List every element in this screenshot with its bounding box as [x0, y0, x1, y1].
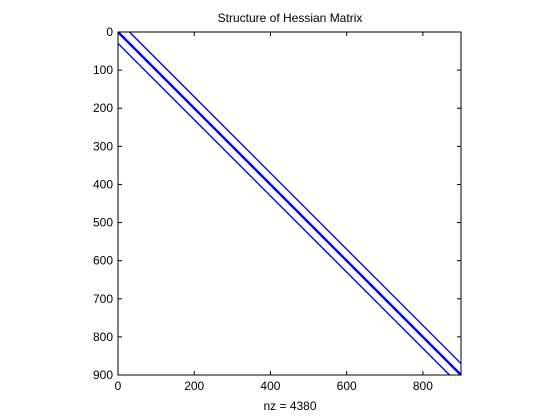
y-tick-label: 800 — [93, 330, 113, 344]
y-tick-label: 400 — [93, 177, 113, 191]
y-tick-label: 300 — [93, 139, 113, 153]
chart-title: Structure of Hessian Matrix — [218, 11, 363, 25]
diagonal-bands — [117, 31, 462, 376]
x-axis-label: nz = 4380 — [263, 399, 316, 413]
x-tick-label: 400 — [260, 379, 280, 393]
nonzero-diagonal-2 — [117, 43, 451, 376]
y-axis: 0 100 200 300 400 500 600 700 800 900 — [93, 25, 461, 382]
x-tick-label: 200 — [184, 379, 204, 393]
nonzero-diagonal-1 — [117, 31, 462, 376]
y-tick-label: 700 — [93, 292, 113, 306]
y-tick-label: 900 — [93, 368, 113, 382]
x-tick-label: 800 — [413, 379, 433, 393]
x-tick-label: 0 — [115, 379, 122, 393]
x-axis: 0 200 400 600 800 — [115, 32, 433, 393]
plot-frame — [117, 31, 462, 376]
y-tick-label: 0 — [106, 25, 113, 39]
y-tick-label: 200 — [93, 101, 113, 115]
y-tick-label: 500 — [93, 216, 113, 230]
y-tick-label: 600 — [93, 254, 113, 268]
y-tick-label: 100 — [93, 63, 113, 77]
x-tick-label: 600 — [337, 379, 357, 393]
nonzero-diagonal-0 — [129, 31, 462, 365]
